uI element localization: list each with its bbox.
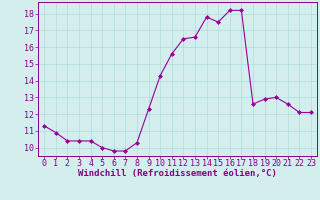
X-axis label: Windchill (Refroidissement éolien,°C): Windchill (Refroidissement éolien,°C) xyxy=(78,169,277,178)
